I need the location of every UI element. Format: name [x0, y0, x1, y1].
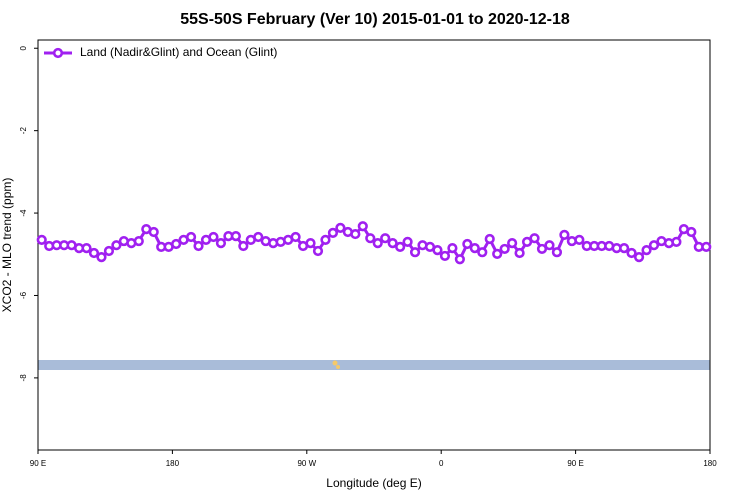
data-point — [447, 242, 458, 254]
data-point — [402, 236, 413, 248]
data-point — [409, 247, 421, 258]
x-tick-label: 180 — [703, 459, 717, 468]
y-tick-label: -4 — [19, 209, 28, 217]
data-point — [529, 233, 540, 244]
data-point — [320, 234, 331, 245]
region-dot — [332, 360, 338, 366]
legend-marker — [52, 47, 64, 59]
data-point — [484, 233, 495, 245]
data-point — [432, 245, 443, 256]
data-point — [469, 242, 480, 254]
data-point — [96, 252, 107, 263]
data-point — [462, 238, 473, 250]
data-point — [36, 234, 47, 245]
data-point — [111, 240, 122, 251]
data-point — [103, 245, 115, 257]
data-point — [312, 245, 324, 257]
data-point — [215, 238, 227, 249]
data-point — [185, 231, 197, 243]
x-tick-label: 90 E — [567, 459, 583, 468]
data-point — [350, 228, 361, 240]
data-point — [230, 231, 241, 242]
legend-label: Land (Nadir&Glint) and Ocean (Glint) — [80, 45, 277, 59]
data-point — [521, 236, 533, 248]
data-point — [641, 245, 652, 256]
y-tick-label: -2 — [19, 127, 28, 135]
data-point — [88, 247, 100, 259]
x-tick-label: 90 E — [30, 459, 46, 468]
data-point — [686, 226, 697, 238]
data-point — [492, 248, 503, 259]
data-point — [395, 241, 406, 252]
data-point — [193, 240, 204, 252]
data-point — [574, 234, 585, 245]
data-point — [253, 231, 264, 243]
data-point — [477, 247, 488, 258]
data-point — [380, 233, 391, 244]
data-point — [648, 240, 660, 251]
data-point — [671, 236, 682, 248]
y-axis-label: XCO2 - MLO trend (ppm) — [0, 178, 14, 313]
data-point — [499, 243, 510, 255]
data-point — [619, 242, 630, 254]
x-axis-label: Longitude (deg E) — [326, 476, 421, 490]
data-point — [171, 238, 182, 250]
data-point — [626, 247, 637, 259]
data-point — [208, 231, 219, 243]
x-tick-label: 90 W — [297, 459, 316, 468]
data-point — [335, 222, 346, 233]
data-point — [701, 241, 712, 252]
y-tick-label: -8 — [19, 374, 28, 382]
data-point — [81, 242, 92, 254]
data-point — [372, 238, 383, 249]
data-point — [305, 238, 316, 249]
chart-title: 55S-50S February (Ver 10) 2015-01-01 to … — [180, 11, 570, 28]
data-point — [439, 250, 451, 262]
data-point — [290, 231, 301, 243]
data-point — [327, 227, 339, 238]
data-point — [544, 240, 555, 251]
data-point — [507, 238, 518, 249]
data-point — [357, 221, 368, 232]
data-point — [559, 229, 570, 241]
data-point — [133, 235, 144, 247]
data-point — [148, 226, 159, 238]
region-dot — [336, 365, 340, 369]
y-tick-label: -6 — [19, 291, 28, 299]
region-strip — [38, 360, 710, 370]
data-point — [365, 233, 376, 244]
data-point — [551, 247, 563, 258]
data-point — [633, 252, 645, 263]
data-point — [387, 238, 398, 249]
data-point — [536, 243, 548, 255]
y-tick-label: 0 — [19, 45, 28, 50]
data-point — [238, 240, 249, 252]
data-point — [454, 254, 465, 265]
x-tick-label: 180 — [166, 459, 180, 468]
data-point — [514, 247, 525, 259]
x-tick-label: 0 — [439, 459, 444, 468]
